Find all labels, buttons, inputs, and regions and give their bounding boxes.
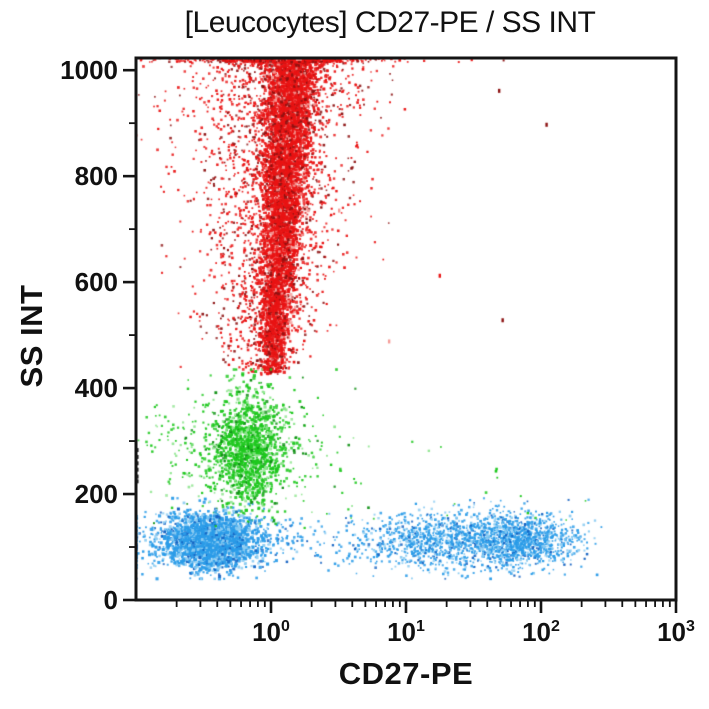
y-tick-label: 600 <box>75 267 118 297</box>
plot-border <box>134 56 678 602</box>
scatter-points-canvas <box>136 58 676 600</box>
x-tick-label: 101 <box>387 617 425 647</box>
chart-title: [Leucocytes] CD27-PE / SS INT <box>184 6 596 39</box>
x-tick-label: 102 <box>522 617 560 647</box>
x-tick-label: 103 <box>657 617 695 647</box>
x-tick-label: 100 <box>252 617 290 647</box>
y-tick-label: 800 <box>75 161 118 191</box>
x-axis-label: CD27-PE <box>338 656 474 691</box>
y-tick-label: 400 <box>75 373 118 403</box>
y-tick-label: 200 <box>75 479 118 509</box>
y-tick-label: 1000 <box>60 55 118 85</box>
y-tick-label: 0 <box>104 585 118 615</box>
